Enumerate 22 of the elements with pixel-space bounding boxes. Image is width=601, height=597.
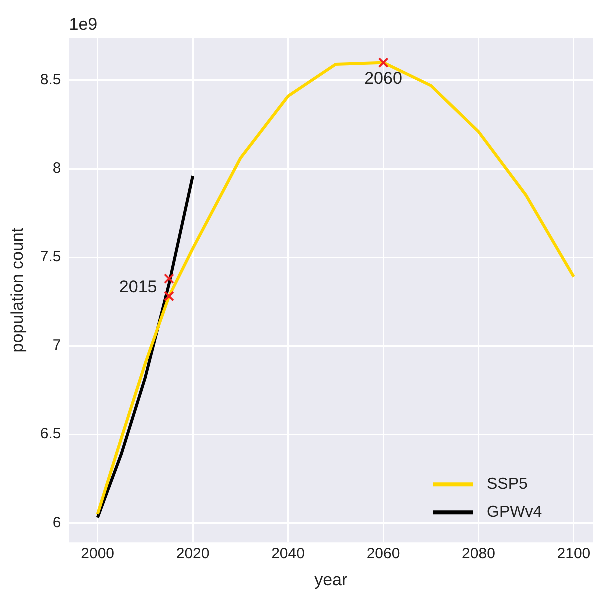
annotation: 2015 — [119, 277, 158, 296]
y-tick-label: 8.5 — [40, 72, 62, 89]
point — [378, 58, 389, 68]
x-tick-label: 2000 — [81, 546, 115, 563]
x-tick-label: 2040 — [272, 546, 305, 563]
x-tick-label: 2080 — [462, 546, 496, 563]
x-tick-label: 2060 — [366, 546, 400, 563]
y-tick-label: 7.5 — [40, 248, 62, 266]
legend-label: SSP5 — [487, 476, 528, 494]
y-tick-label: 6 — [52, 514, 62, 532]
x-axis-title: year — [314, 570, 348, 590]
y-tick-label: 8 — [52, 160, 62, 178]
x-tick-label: 2100 — [557, 546, 591, 563]
y-tick-label: 6.5 — [40, 426, 62, 443]
legend-label: GPWv4 — [487, 504, 542, 522]
y-axis-title: population count — [8, 228, 27, 353]
point — [164, 291, 174, 302]
text: 1e9 — [69, 15, 98, 34]
y-tick-label: 7 — [52, 337, 62, 354]
point — [164, 274, 174, 284]
annotation: 2060 — [364, 68, 402, 88]
x-tick-label: 2020 — [176, 546, 210, 563]
